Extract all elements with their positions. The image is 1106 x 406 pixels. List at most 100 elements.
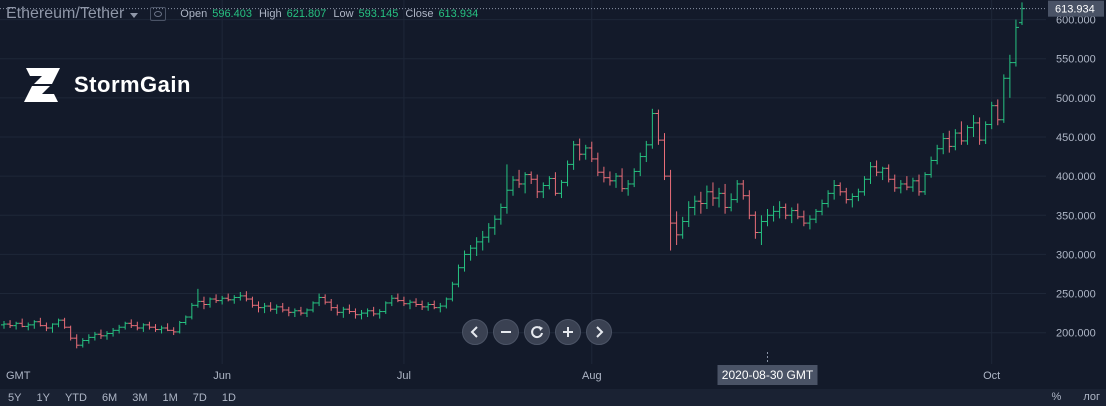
candle [194, 288, 201, 308]
range-1y-button[interactable]: 1Y [36, 391, 50, 404]
candle [522, 172, 529, 194]
scroll-right-button[interactable] [586, 319, 612, 345]
stormgain-logo-icon [24, 68, 60, 102]
candle [673, 211, 680, 246]
range-6m-button[interactable]: 6M [101, 391, 118, 404]
candle [934, 144, 941, 165]
price-tick-label: 400.000 [1056, 171, 1096, 183]
time-tick-label: Jun [213, 370, 231, 382]
candle [770, 205, 777, 222]
range-ytd-button[interactable]: YTD [64, 391, 87, 404]
range-3m-button[interactable]: 3M [132, 391, 148, 404]
chart-header: Ethereum/Tether Open 596.403 High 621.80… [6, 4, 480, 24]
candle [994, 99, 1001, 126]
log-scale-toggle[interactable]: лог [1083, 391, 1100, 403]
candle [461, 250, 468, 272]
candle [85, 334, 92, 344]
candle [703, 185, 710, 210]
candle [509, 176, 517, 196]
candle [103, 331, 111, 340]
candle [661, 133, 668, 181]
time-axis: GMTJunJulAugOctNov192020-08-30 GMT [6, 352, 1000, 385]
price-tick-label: 550.000 [1056, 54, 1096, 66]
reset-button[interactable] [524, 319, 550, 345]
candle [879, 166, 886, 181]
candle [516, 169, 523, 188]
range-5y-button[interactable]: 5Y [8, 391, 22, 404]
price-chart[interactable]: 200.000 250.000 300.000 350.000 400.000 450.0… [0, 0, 1106, 389]
range-7d-button[interactable]: 7D [192, 391, 207, 404]
candle [631, 168, 638, 188]
chevron-down-icon[interactable] [130, 12, 139, 18]
candle [976, 117, 983, 145]
candle [370, 306, 377, 317]
candle [649, 108, 656, 149]
candle [340, 306, 347, 318]
symbol-selector[interactable]: Ethereum/Tether [6, 5, 125, 22]
candle [419, 300, 426, 310]
candle [903, 176, 910, 191]
candle [394, 293, 401, 303]
ohlc-legend: Open 596.403 High 621.807 Low 593.145 Cl… [180, 8, 480, 20]
candle [952, 129, 959, 151]
crosshair-date-box [717, 365, 818, 385]
candle [540, 182, 547, 199]
candle [1006, 54, 1013, 98]
candle [940, 133, 947, 155]
scroll-left-button[interactable] [462, 319, 488, 345]
candle [534, 174, 541, 199]
candle [794, 203, 801, 220]
candle [261, 302, 268, 314]
candle [897, 180, 904, 194]
candle [691, 195, 698, 216]
candle [1018, 2, 1026, 26]
percent-scale-toggle[interactable]: % [1051, 391, 1062, 403]
candle [788, 207, 795, 224]
zoom-out-button[interactable] [493, 319, 519, 345]
candle [491, 215, 498, 235]
candle [31, 320, 38, 329]
candle [588, 141, 595, 163]
candle [485, 223, 492, 243]
candle [667, 169, 674, 251]
range-1m-button[interactable]: 1M [162, 391, 178, 404]
range-1d-button[interactable]: 1D [221, 391, 236, 404]
candle [182, 315, 189, 325]
candle [855, 188, 862, 202]
price-tick-label: 300.000 [1056, 249, 1096, 261]
candle [303, 308, 311, 318]
chevron-left-icon [470, 326, 478, 338]
stormgain-logo: StormGain [24, 68, 191, 102]
price-tick-label: 600.000 [1056, 15, 1096, 27]
close-value: 613.934 [438, 8, 479, 20]
candle [425, 302, 432, 311]
candle [213, 294, 220, 303]
candle [49, 323, 56, 333]
candle [528, 171, 535, 184]
candle [400, 296, 407, 307]
candle [231, 295, 238, 304]
candle [200, 296, 207, 310]
time-tick-label: GMT [6, 370, 31, 382]
candle [297, 306, 304, 316]
open-value: 596.403 [212, 8, 252, 20]
candle [697, 191, 704, 214]
candle [97, 329, 104, 339]
visibility-icon[interactable] [150, 7, 167, 21]
zoom-in-button[interactable] [555, 319, 581, 345]
candle [819, 199, 826, 216]
candle [679, 216, 686, 239]
candle [734, 180, 741, 203]
candle [110, 327, 117, 337]
candle [431, 300, 438, 310]
candle [128, 319, 135, 328]
range-toolbar: 5Y 1Y YTD 6M 3M 1M 7D 1D % лог [0, 389, 1106, 406]
candle [43, 322, 50, 332]
candle [364, 308, 371, 318]
candle [61, 317, 68, 329]
crosshair-date-label: 2020-08-30 GMT [722, 368, 814, 382]
candle [873, 160, 880, 177]
candle [91, 331, 98, 341]
candle [552, 172, 559, 196]
candle [1000, 74, 1007, 123]
